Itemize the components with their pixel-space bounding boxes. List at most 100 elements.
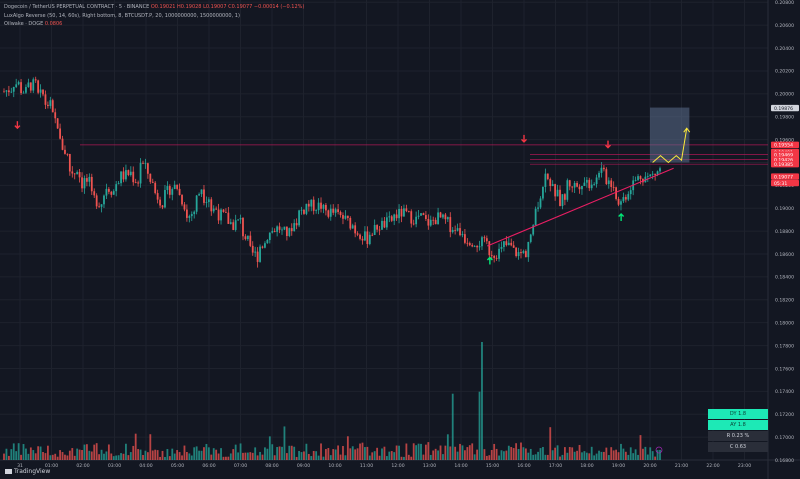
volume-bar (225, 456, 227, 460)
volume-bar (646, 454, 649, 460)
candle-body (49, 100, 52, 106)
volume-bar (424, 444, 427, 460)
candle-body (532, 225, 535, 235)
candle-body (554, 184, 557, 197)
volume-bar (83, 444, 86, 460)
volume-bar (588, 453, 591, 460)
candle-body (234, 220, 237, 230)
candle-body (27, 82, 30, 88)
candle-body (393, 214, 396, 221)
volume-bar (317, 455, 320, 460)
volume-bar (637, 454, 639, 460)
candle-body (403, 208, 405, 217)
candle-body (215, 208, 218, 210)
legend-symbol-row: Dogecoin / TetherUS PERPETUAL CONTRACT ·… (4, 3, 304, 12)
volume-bar (627, 454, 630, 460)
candle-body (598, 172, 600, 178)
price-label: 0.19469 (774, 152, 793, 158)
candle-body (173, 184, 176, 190)
volume-bar (112, 456, 115, 460)
candle-body (178, 188, 181, 196)
candle-body (542, 186, 544, 199)
candle-body (527, 241, 530, 258)
volume-bar (534, 454, 537, 460)
volume-bar (400, 456, 403, 460)
tradingview-logo[interactable]: TradingView (5, 468, 50, 475)
volume-bar (493, 443, 496, 460)
candle-body (3, 91, 5, 93)
candle-body (283, 226, 286, 230)
volume-bar (105, 451, 108, 460)
volume-bar (600, 451, 603, 460)
candle-body (495, 257, 498, 259)
volume-bar (132, 445, 135, 460)
candle-body (368, 234, 371, 245)
volume-bar (617, 452, 620, 460)
candle-body (439, 212, 442, 218)
volume-bar (34, 453, 37, 460)
candle-body (259, 246, 261, 262)
volume-bar (10, 449, 13, 460)
price-label-box (771, 151, 799, 158)
candle-body (164, 189, 166, 208)
volume-bar (190, 455, 193, 460)
volume-bar (366, 446, 369, 460)
y-tick-label: 0.17600 (775, 366, 794, 372)
volume-bar (183, 445, 186, 460)
volume-bar (410, 456, 413, 460)
candle-body (261, 246, 264, 248)
volume-bar (381, 448, 383, 460)
volume-bar (200, 450, 203, 460)
volume-bar (515, 443, 518, 460)
candle-body (634, 180, 637, 181)
candle-body (188, 216, 191, 218)
volume-bar (478, 391, 481, 460)
candle-body (322, 204, 325, 209)
buy-arrow-head (618, 212, 625, 217)
x-tick-label: 07:00 (234, 463, 247, 469)
candle-body (146, 163, 149, 174)
candle-body (398, 208, 400, 219)
candle-body (405, 208, 408, 212)
y-tick-label: 0.20600 (775, 23, 794, 29)
candle-body (76, 172, 79, 175)
volume-bar (278, 446, 281, 460)
indicator-2-row[interactable]: Oilwake · DOGE 0.0806 (4, 20, 304, 29)
volume-bar (281, 446, 283, 460)
volume-bar (5, 448, 8, 460)
volume-bar (315, 451, 318, 460)
candle-body (212, 208, 215, 212)
candle-body (156, 193, 159, 200)
volume-bar (483, 449, 486, 460)
price-label-box (771, 104, 799, 112)
volume-bar (393, 452, 396, 460)
volume-bar (39, 446, 42, 460)
candle-body (415, 216, 418, 225)
volume-bar (349, 448, 352, 460)
volume-bar (461, 445, 464, 460)
volume-bar (332, 449, 335, 460)
volume-bar (17, 443, 20, 460)
stat-dy: DY 1.8 (708, 409, 768, 419)
candle-body (427, 218, 430, 226)
volume-bar (159, 456, 161, 460)
candle-body (429, 219, 432, 226)
x-tick-label: 13:00 (423, 463, 436, 469)
indicator-1-label[interactable]: LuxAlgo Reverse (50, 14, 60s), Right bot… (4, 12, 240, 19)
x-tick-label: 16:00 (517, 463, 530, 469)
volume-bar (473, 454, 476, 460)
candle-body (385, 217, 388, 228)
volume-bar (142, 455, 144, 460)
volume-bar (81, 450, 83, 460)
volume-bar (644, 446, 647, 460)
volume-bar (444, 445, 447, 460)
candle-body (293, 223, 296, 232)
candle-body (327, 210, 330, 217)
candle-body (242, 218, 244, 237)
volume-bar (61, 452, 64, 460)
candle-body (485, 238, 488, 242)
volume-bar (524, 448, 527, 460)
volume-bar (505, 450, 508, 460)
